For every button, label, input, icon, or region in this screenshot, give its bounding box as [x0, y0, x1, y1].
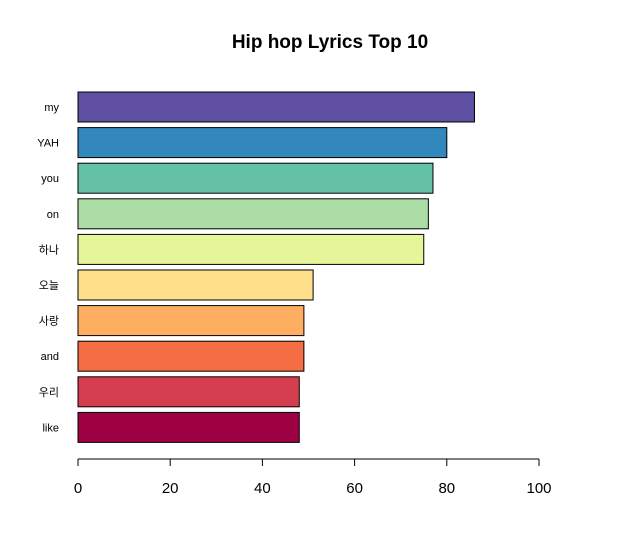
x-tick-label-1: 20 [162, 480, 179, 497]
category-label-4: 하나 [39, 242, 59, 256]
bar-8 [77, 376, 300, 408]
category-label-3: on [47, 209, 59, 221]
x-tick-label-2: 40 [254, 480, 271, 497]
category-label-2: you [41, 173, 59, 185]
category-label-6: 사랑 [39, 315, 59, 328]
bar-7 [77, 340, 305, 372]
x-axis: 0 20 40 60 80 100 [74, 458, 552, 497]
x-tick-label-3: 60 [346, 480, 363, 497]
bar-3 [77, 198, 429, 230]
bars-group [77, 91, 475, 443]
bar-0 [77, 91, 475, 123]
x-tick-label-5: 100 [526, 480, 551, 497]
bar-6 [77, 305, 305, 337]
category-label-8: 우리 [39, 386, 59, 399]
bar-9 [77, 411, 300, 443]
bar-5 [77, 269, 314, 301]
category-label-9: like [42, 422, 59, 434]
category-label-5: 오늘 [39, 279, 59, 292]
bar-2 [77, 162, 434, 194]
category-label-7: and [41, 351, 59, 363]
bar-1 [77, 127, 448, 159]
category-label-1: YAH [37, 138, 59, 150]
chart-title: Hip hop Lyrics Top 10 [232, 32, 428, 53]
bar-4 [77, 233, 425, 265]
x-tick-label-4: 80 [438, 480, 455, 497]
x-tick-label-0: 0 [74, 480, 82, 497]
category-label-0: my [44, 102, 59, 114]
